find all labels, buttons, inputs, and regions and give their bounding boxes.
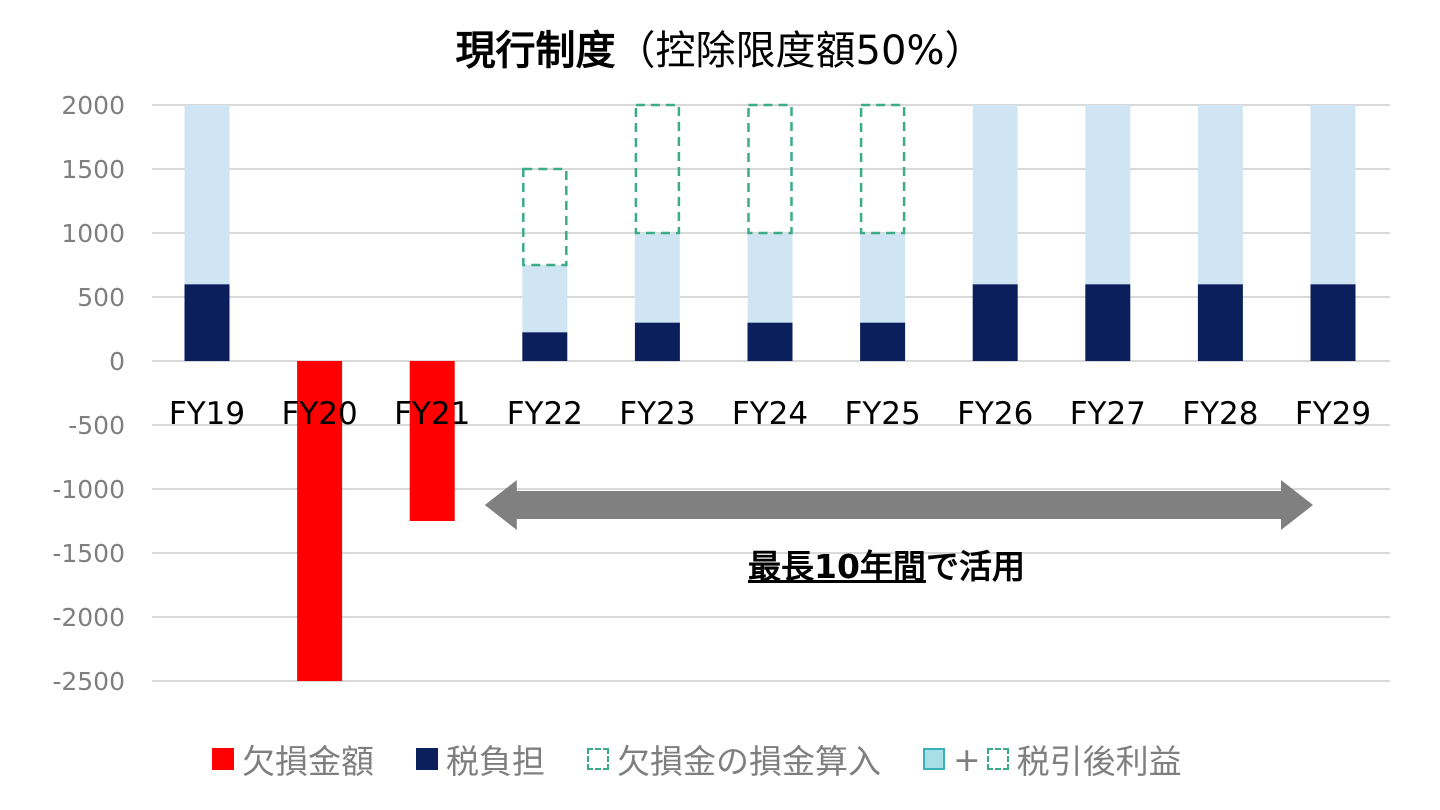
bar-profit (634, 233, 680, 323)
bar-profit (1085, 105, 1131, 285)
y-tick-label: -500 (68, 411, 125, 440)
chart-title: 現行制度（控除限度額50%） (0, 18, 1440, 76)
bar-deduction (859, 103, 906, 235)
legend-item-tax: 税負担 (416, 735, 545, 783)
x-tick-label: FY20 (281, 396, 357, 432)
y-tick-label: 1000 (61, 219, 125, 248)
title-sub: （控除限度額50%） (615, 28, 985, 74)
bar-tax (634, 322, 680, 361)
annotation-rest: で活用 (925, 547, 1025, 586)
legend-swatch-tax (416, 748, 438, 770)
x-tick-label: FY25 (844, 396, 920, 432)
x-tick-label: FY27 (1070, 396, 1146, 432)
x-tick-label: FY28 (1182, 396, 1258, 432)
bar-deduction (747, 103, 793, 235)
x-tick-label: FY19 (169, 396, 245, 432)
legend-swatch-deduction-small (986, 748, 1009, 770)
bar-tax (1197, 284, 1243, 361)
bar-profit (184, 105, 230, 285)
bar-deduction (634, 103, 681, 235)
legend-plus: + (953, 739, 981, 779)
annotation: 最長10年間で活用 (748, 540, 1025, 588)
y-tick-label: 500 (77, 283, 125, 312)
x-tick-label: FY26 (957, 396, 1033, 432)
legend-swatch-profit (923, 748, 945, 770)
legend-item-deduction: 欠損金の損金算入 (587, 735, 881, 783)
bar-tax (1310, 284, 1356, 361)
legend-item-profit: + 税引後利益 (923, 735, 1182, 783)
x-tick-label: FY29 (1295, 396, 1371, 432)
bar-loss (297, 361, 343, 681)
x-tick-label: FY23 (619, 396, 695, 432)
y-tick-label: 1500 (61, 155, 125, 184)
title-main: 現行制度 (455, 28, 616, 74)
bar-tax (522, 332, 568, 361)
bar-profit (522, 265, 568, 333)
bar-profit (1197, 105, 1243, 285)
bar-tax (747, 322, 793, 361)
bar-tax (184, 284, 230, 361)
legend: 欠損金額 税負担 欠損金の損金算入 + 税引後利益 (212, 735, 1224, 783)
double-arrow (484, 480, 1313, 530)
bar-profit (1310, 105, 1356, 285)
legend-swatch-deduction (587, 748, 609, 770)
bar-tax (860, 322, 906, 361)
legend-label: 税負担 (446, 742, 545, 781)
bar-tax (1085, 284, 1131, 361)
x-tick-label: FY22 (507, 396, 583, 432)
bar-deduction (522, 167, 568, 267)
bar-tax (972, 284, 1018, 361)
legend-label: 欠損金額 (242, 742, 374, 781)
legend-item-loss: 欠損金額 (212, 735, 374, 783)
bar-loss (409, 361, 455, 521)
x-tick-label: FY21 (394, 396, 470, 432)
bar-profit (860, 233, 906, 323)
bar-profit (747, 233, 793, 323)
y-tick-label: 0 (109, 347, 125, 376)
bar-profit (972, 105, 1018, 285)
x-tick-label: FY24 (732, 396, 808, 432)
y-tick-label: -1000 (52, 475, 125, 504)
legend-swatch-loss (212, 748, 234, 770)
y-tick-label: -2500 (52, 667, 125, 696)
annotation-underlined: 最長10年間 (748, 547, 926, 586)
legend-label: 税引後利益 (1016, 742, 1182, 781)
y-tick-label: -1500 (52, 539, 125, 568)
y-tick-label: -2000 (52, 603, 125, 632)
y-tick-label: 2000 (61, 91, 125, 120)
legend-label: 欠損金の損金算入 (617, 742, 881, 781)
